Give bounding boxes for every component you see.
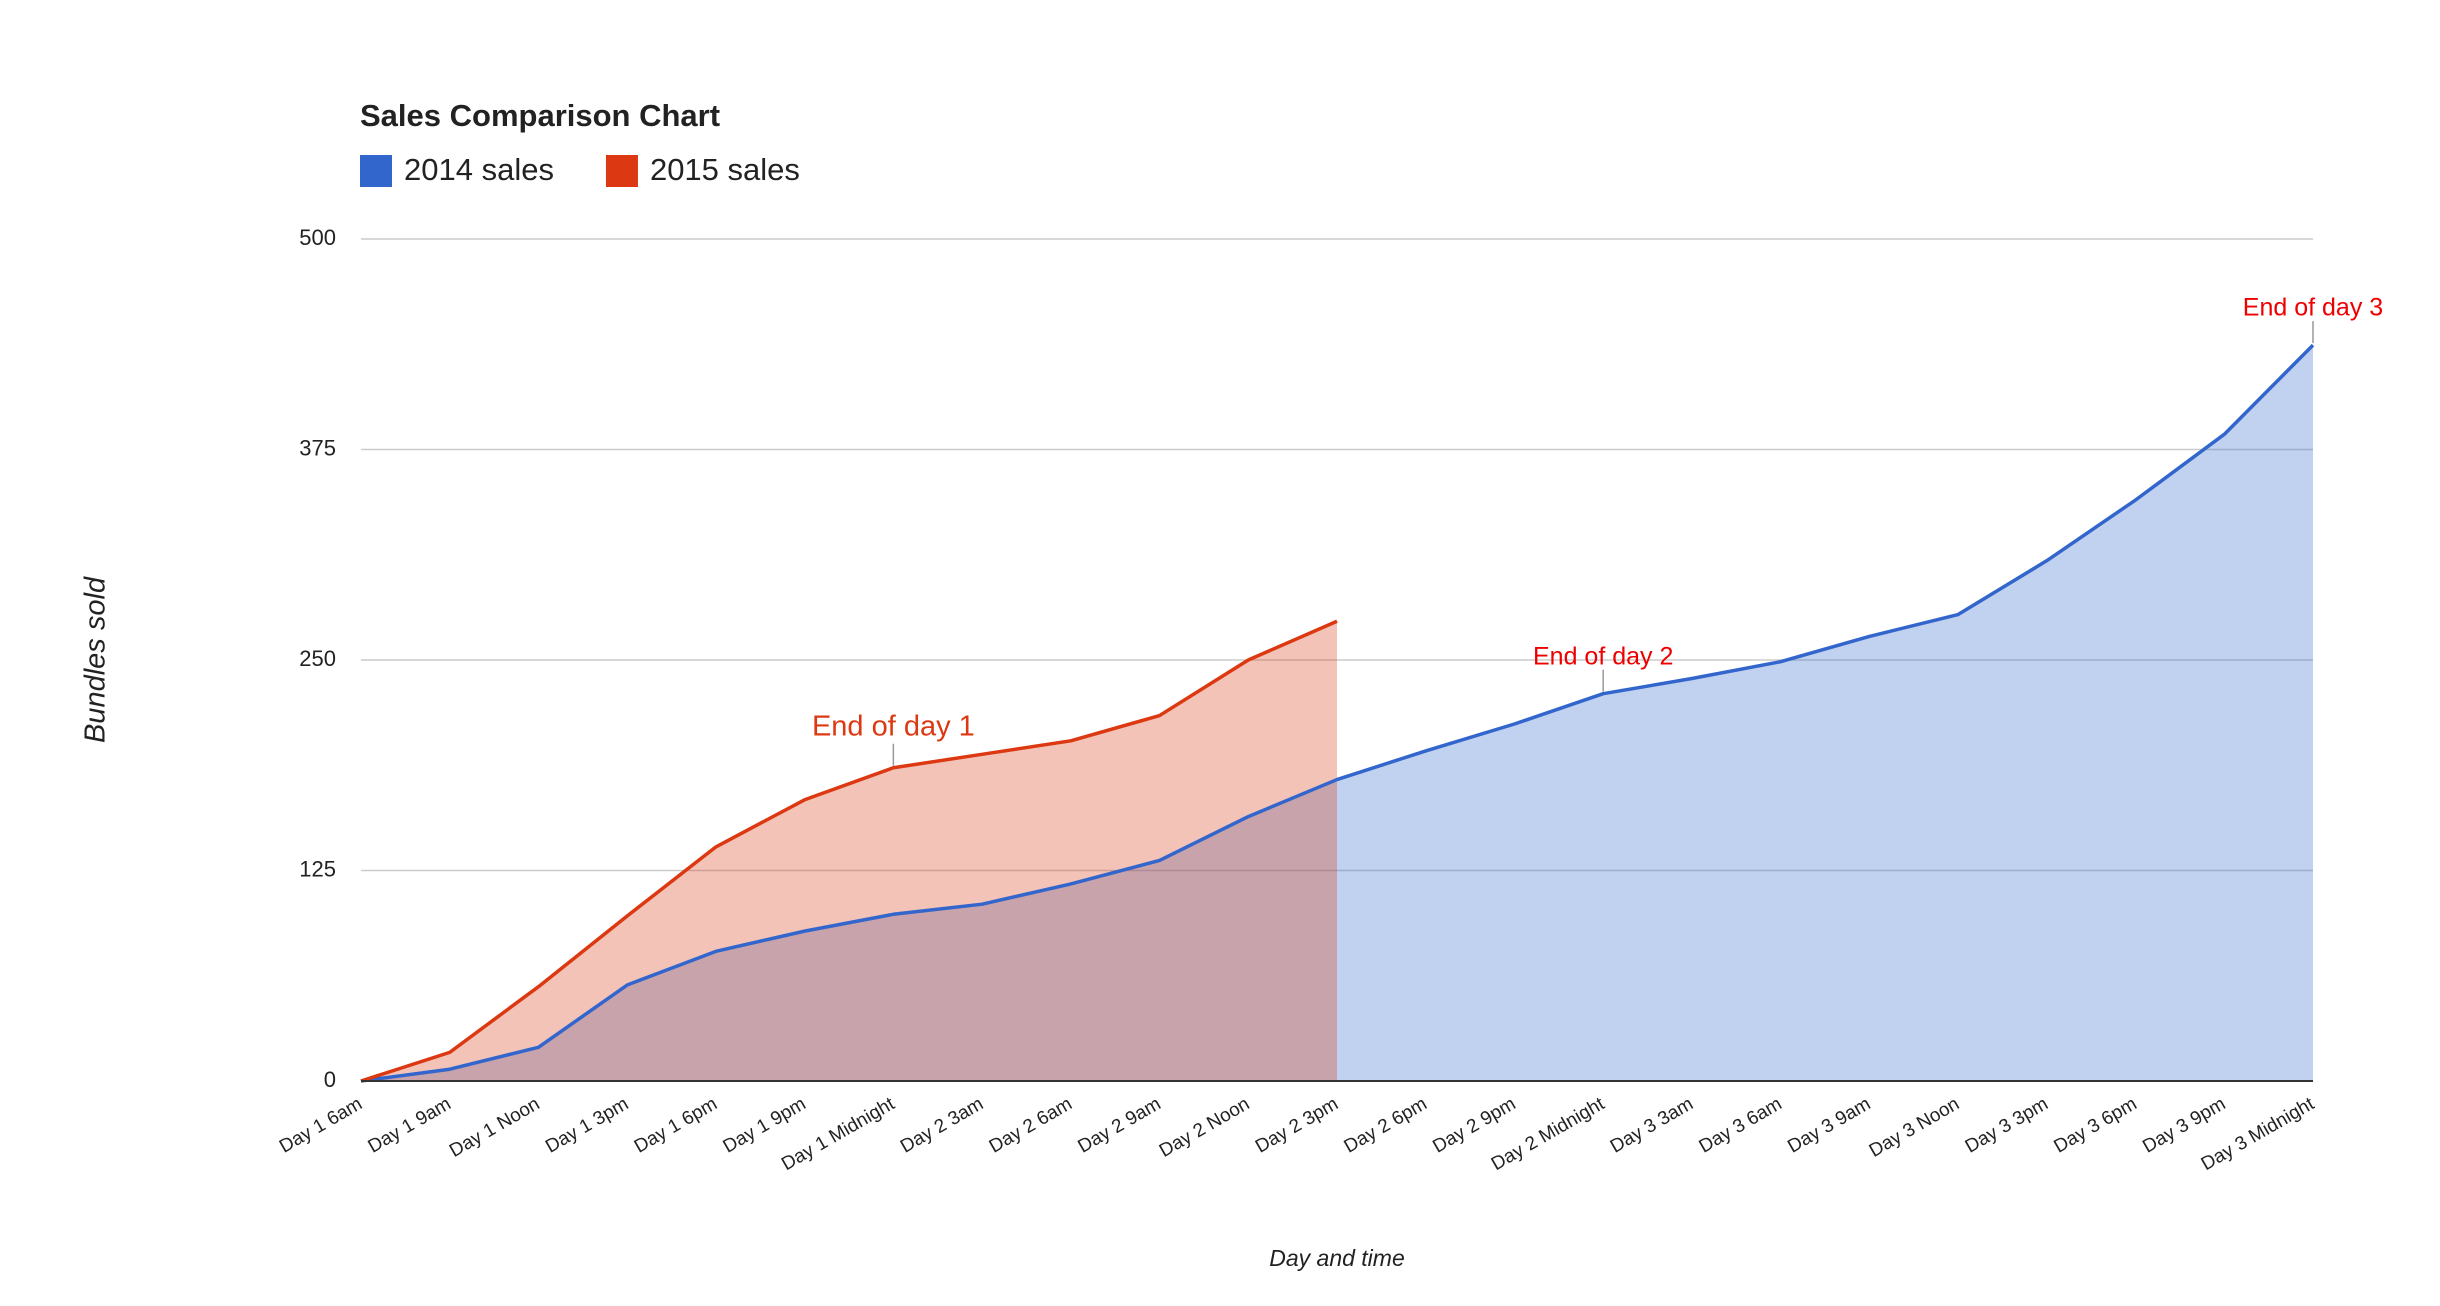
x-tick-label: Day 1 9am (365, 1093, 455, 1157)
y-tick-label: 0 (324, 1067, 336, 1092)
x-tick-label: Day 2 9am (1074, 1093, 1164, 1157)
area-fill (361, 621, 1337, 1081)
area-fill (361, 345, 2313, 1081)
line (360, 343, 2315, 1083)
x-tick-label: Day 2 3am (897, 1093, 987, 1157)
x-tick-label: Day 2 6am (986, 1093, 1076, 1157)
annotation: End of day 3 (2243, 294, 2383, 322)
x-tick-label: Day 2 Noon (1156, 1093, 1253, 1161)
legend-label: 2015 sales (650, 152, 800, 187)
y-tick-label: 250 (299, 646, 336, 671)
x-tick-label: Day 1 6am (276, 1093, 366, 1157)
legend-swatch (360, 155, 392, 187)
x-tick-label: Day 2 6pm (1341, 1093, 1431, 1157)
x-tick-label: Day 3 9am (1784, 1093, 1874, 1157)
y-tick-label: 500 (299, 225, 336, 250)
x-tick-label: Day 2 3pm (1252, 1093, 1342, 1157)
x-tick-label: Day 3 Noon (1866, 1093, 1963, 1161)
x-tick-label: Day 3 3am (1607, 1093, 1697, 1157)
y-axis-title: Bundles sold (80, 576, 112, 743)
legend-swatch (605, 155, 638, 187)
x-axis-title: Day and time (1269, 1245, 1405, 1271)
x-tick-label: Day 3 3pm (1962, 1093, 2052, 1157)
x-tick-label: Day 1 Noon (446, 1093, 543, 1161)
x-tick-label: Day 1 6pm (631, 1093, 721, 1157)
x-tick-label: Day 3 6am (1696, 1093, 1786, 1157)
annotation: End of day 1 (812, 710, 975, 742)
annotation: End of day 2 (1533, 642, 1673, 670)
y-tick-label: 375 (299, 435, 336, 460)
line (360, 619, 1338, 1083)
y-tick-label: 125 (299, 856, 336, 881)
legend-label: 2014 sales (404, 152, 554, 187)
x-tick-label: Day 1 3pm (542, 1093, 632, 1157)
chart-title: Sales Comparison Chart (360, 98, 720, 133)
x-tick-label: Day 3 6pm (2050, 1093, 2140, 1157)
